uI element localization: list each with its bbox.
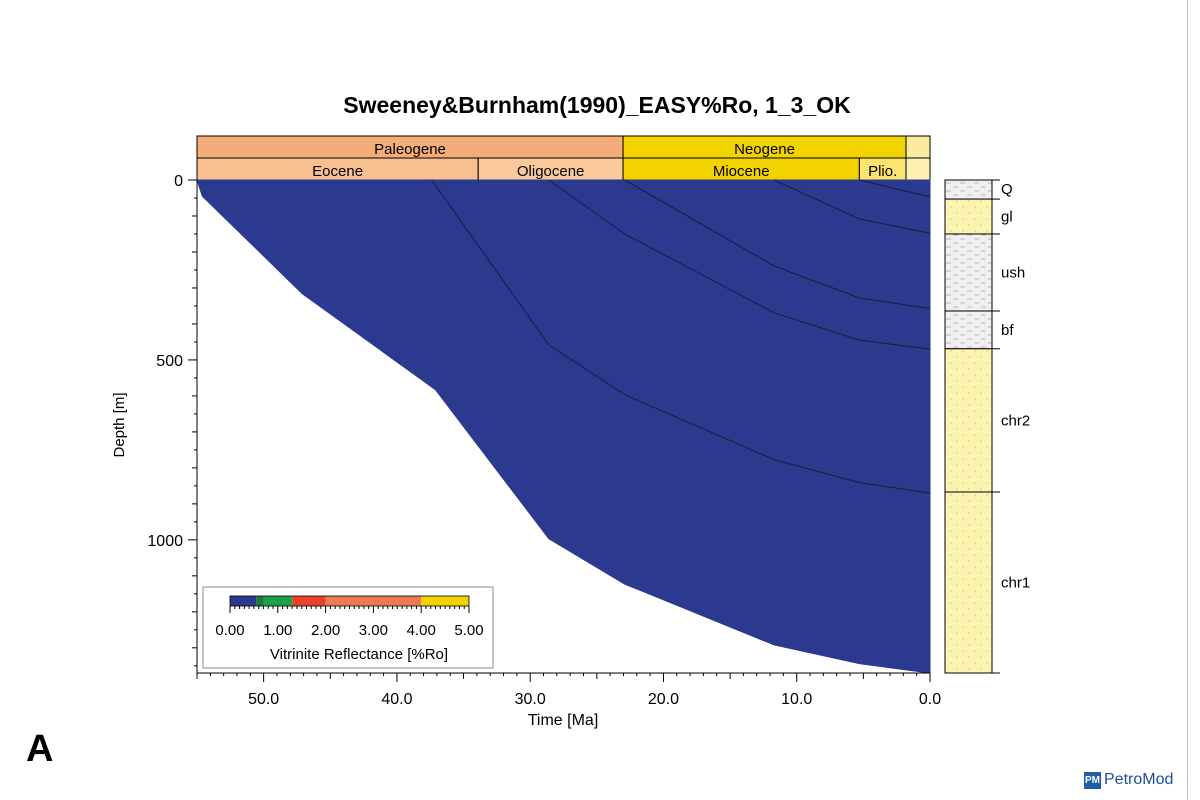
layer-isoline — [548, 179, 931, 350]
strat-label: ush — [1001, 264, 1025, 281]
petromod-logo-text: PetroMod — [1104, 771, 1174, 788]
legend-tick-label: 5.00 — [454, 622, 483, 639]
epoch-label: Eocene — [312, 163, 363, 180]
layer-isoline — [624, 179, 931, 309]
strat-unit — [944, 233, 993, 312]
legend-color-swatch — [230, 596, 257, 606]
strat-label: Q — [1001, 181, 1013, 198]
legend-tick-label: 1.00 — [263, 622, 292, 639]
y-tick-label: 500 — [156, 353, 183, 370]
petromod-logo-icon: PM — [1084, 771, 1101, 789]
x-tick-label: 0.0 — [919, 691, 941, 708]
legend-tick-label: 4.00 — [407, 622, 436, 639]
period-label: Neogene — [734, 141, 795, 158]
x-tick-label: 40.0 — [381, 691, 412, 708]
epoch-band — [905, 157, 931, 181]
legend-color-swatch — [263, 596, 293, 606]
petromod-logo: PM PetroMod — [1084, 771, 1173, 789]
vr-area — [196, 179, 931, 674]
strat-label: gl — [1001, 209, 1013, 226]
y-axis-label: Depth [m] — [111, 392, 128, 457]
window-border — [1187, 0, 1188, 800]
period-label: Paleogene — [374, 141, 446, 158]
y-tick-label: 0 — [174, 173, 183, 190]
legend-color-swatch — [421, 596, 469, 606]
layer-isoline — [859, 179, 931, 198]
strat-unit — [944, 179, 993, 200]
period-band — [905, 135, 931, 159]
epoch-label: Plio. — [868, 163, 897, 180]
legend-tick-label: 0.00 — [215, 622, 244, 639]
x-axis-label: Time [Ma] — [528, 712, 599, 729]
epoch-label: Oligocene — [517, 163, 585, 180]
legend-color-swatch — [292, 596, 326, 606]
strat-label: chr1 — [1001, 574, 1030, 591]
strat-label: bf — [1001, 322, 1014, 339]
legend-title: Vitrinite Reflectance [%Ro] — [270, 646, 448, 663]
legend-tick-label: 3.00 — [359, 622, 388, 639]
legend-tick-label: 2.00 — [311, 622, 340, 639]
epoch-label: Miocene — [713, 163, 770, 180]
strat-unit — [944, 491, 993, 674]
layer-isoline — [773, 179, 931, 234]
chart-title: Sweeney&Burnham(1990)_EASY%Ro, 1_3_OK — [343, 92, 851, 118]
strat-unit — [944, 348, 993, 493]
x-tick-label: 30.0 — [515, 691, 546, 708]
legend-color-swatch — [325, 596, 422, 606]
x-tick-label: 50.0 — [248, 691, 279, 708]
legend-color-swatch — [256, 596, 264, 606]
x-tick-label: 20.0 — [648, 691, 679, 708]
strat-label: chr2 — [1001, 412, 1030, 429]
strat-unit — [944, 198, 993, 235]
panel-label: A — [26, 728, 54, 770]
x-tick-label: 10.0 — [781, 691, 812, 708]
layer-isoline — [431, 179, 931, 494]
strat-unit — [944, 310, 993, 350]
y-tick-label: 1000 — [147, 533, 183, 550]
